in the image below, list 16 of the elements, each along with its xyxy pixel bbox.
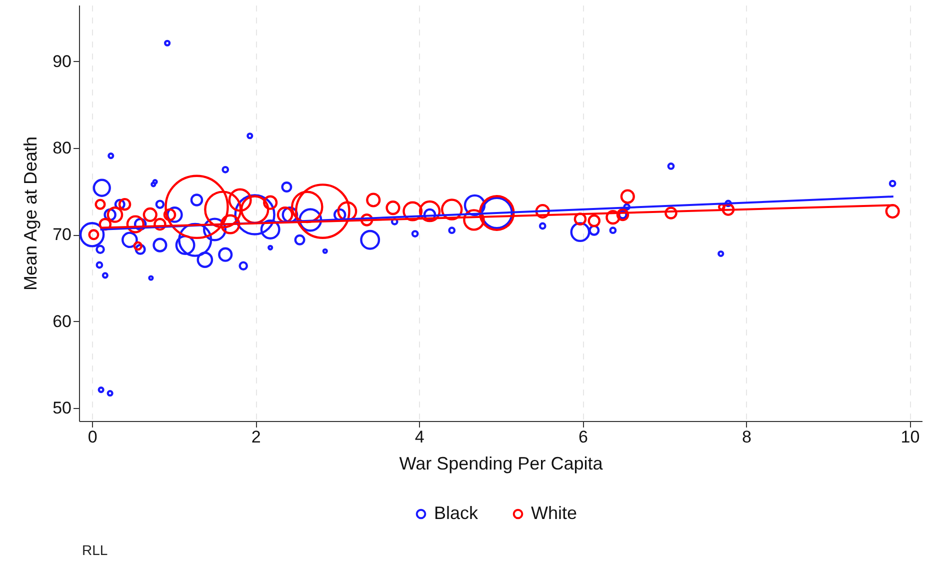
y-tick-label: 70 <box>52 225 72 244</box>
x-axis-title: War Spending Per Capita <box>399 454 604 474</box>
y-tick-label: 50 <box>52 398 72 418</box>
legend-label: White <box>531 503 578 523</box>
y-tick-label: 80 <box>52 138 72 158</box>
text: RLL <box>82 542 108 558</box>
x-tick-label: 6 <box>578 428 588 446</box>
y-axis-title: Mean Age at Death <box>20 136 41 291</box>
y-tick-label: 90 <box>52 52 72 71</box>
x-tick-label: 4 <box>414 428 424 446</box>
x-tick-label: 8 <box>742 428 752 446</box>
y-tick-label: 60 <box>52 312 72 331</box>
x-tick-label: 10 <box>900 428 920 446</box>
legend-label: Black <box>434 503 480 523</box>
x-tick-label: 0 <box>88 428 98 446</box>
x-tick-label: 2 <box>251 428 261 446</box>
